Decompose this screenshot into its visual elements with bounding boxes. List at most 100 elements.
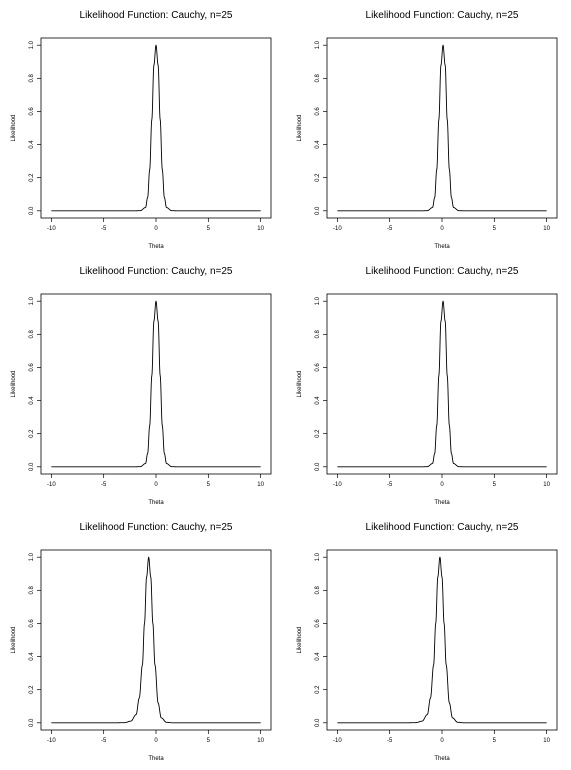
likelihood-curve: [337, 300, 547, 468]
x-tick-label: 0: [440, 738, 444, 744]
x-axis-label: Theta: [434, 244, 450, 250]
x-tick-label: -5: [387, 226, 393, 232]
plot-frame: [40, 293, 272, 475]
chart-title: Likelihood Function: Cauchy, n=25: [80, 266, 233, 277]
x-tick-label: 5: [493, 482, 497, 488]
chart-title: Likelihood Function: Cauchy, n=25: [366, 10, 519, 21]
y-tick-label: 1.0: [315, 296, 321, 305]
y-tick-label: 0.0: [315, 718, 321, 727]
y-axis-label: Likelihood: [297, 114, 303, 141]
y-tick-label: 0.6: [29, 107, 35, 116]
likelihood-curve: [51, 300, 261, 468]
y-axis-label: Likelihood: [297, 626, 303, 653]
chart-title: Likelihood Function: Cauchy, n=25: [366, 266, 519, 277]
y-tick-label: 0.4: [315, 140, 321, 149]
y-tick-label: 0.8: [29, 329, 35, 338]
y-tick-label: 0.0: [29, 718, 35, 727]
chart-panel-2: Likelihood Function: Cauchy, n=25 -10 -5 0 5…: [297, 10, 558, 250]
x-tick-label: 5: [207, 226, 211, 232]
y-axis-label: Likelihood: [11, 114, 17, 141]
x-tick-label: -5: [101, 738, 107, 744]
x-tick-label: 10: [543, 226, 550, 232]
x-axis-label: Theta: [434, 756, 450, 762]
x-tick-label: 10: [257, 482, 264, 488]
y-tick-label: 1.0: [315, 552, 321, 561]
y-tick-label: 0.8: [315, 585, 321, 594]
x-tick-label: -10: [333, 226, 342, 232]
x-tick-label: -5: [387, 482, 393, 488]
plot-frame: [40, 549, 272, 731]
x-tick-label: 10: [543, 738, 550, 744]
chart-panel-6: Likelihood Function: Cauchy, n=25 -10 -5 0 5…: [297, 522, 558, 762]
x-axis-label: Theta: [148, 244, 164, 250]
y-tick-label: 0.0: [29, 206, 35, 215]
plot-frame: [40, 37, 272, 219]
x-tick-label: 5: [493, 738, 497, 744]
x-tick-label: -10: [47, 226, 56, 232]
y-tick-label: 0.4: [315, 652, 321, 661]
y-tick-label: 1.0: [29, 552, 35, 561]
y-tick-label: 0.8: [315, 329, 321, 338]
likelihood-curve: [51, 556, 261, 724]
y-tick-label: 1.0: [29, 40, 35, 49]
y-tick-label: 0.8: [315, 73, 321, 82]
y-axis-label: Likelihood: [11, 370, 17, 397]
y-tick-label: 1.0: [315, 40, 321, 49]
y-tick-label: 0.2: [29, 429, 35, 438]
y-tick-label: 0.4: [29, 652, 35, 661]
y-axis-label: Likelihood: [11, 626, 17, 653]
y-tick-label: 0.6: [315, 619, 321, 628]
x-axis-label: Theta: [148, 756, 164, 762]
y-tick-label: 0.2: [29, 685, 35, 694]
chart-panel-3: Likelihood Function: Cauchy, n=25 -10 -5 0 5…: [11, 266, 272, 506]
x-axis-label: Theta: [148, 500, 164, 506]
y-axis-label: Likelihood: [297, 370, 303, 397]
x-tick-label: 0: [154, 482, 158, 488]
y-tick-label: 0.2: [315, 173, 321, 182]
likelihood-curve: [51, 44, 261, 212]
x-tick-label: -10: [333, 482, 342, 488]
x-tick-label: -10: [333, 738, 342, 744]
x-tick-label: 5: [207, 738, 211, 744]
y-tick-label: 0.2: [315, 685, 321, 694]
chart-panel-1: Likelihood Function: Cauchy, n=25 -10 -5 0 5…: [11, 10, 272, 250]
plot-frame: [326, 293, 558, 475]
x-tick-label: 5: [493, 226, 497, 232]
x-tick-label: 10: [543, 482, 550, 488]
y-tick-label: 0.6: [29, 363, 35, 372]
likelihood-curve: [337, 556, 547, 724]
x-tick-label: -10: [47, 738, 56, 744]
y-tick-label: 0.4: [29, 396, 35, 405]
chart-title: Likelihood Function: Cauchy, n=25: [80, 10, 233, 21]
y-tick-label: 0.4: [29, 140, 35, 149]
x-tick-label: -10: [47, 482, 56, 488]
x-tick-label: 0: [154, 226, 158, 232]
y-tick-label: 0.6: [29, 619, 35, 628]
y-tick-label: 0.6: [315, 107, 321, 116]
x-tick-label: 10: [257, 226, 264, 232]
x-tick-label: -5: [387, 738, 393, 744]
y-tick-label: 0.2: [29, 173, 35, 182]
plot-frame: [326, 37, 558, 219]
y-tick-label: 0.2: [315, 429, 321, 438]
y-tick-label: 0.6: [315, 363, 321, 372]
x-tick-label: -5: [101, 226, 107, 232]
y-tick-label: 0.0: [29, 462, 35, 471]
y-tick-label: 0.0: [315, 462, 321, 471]
y-tick-label: 0.8: [29, 585, 35, 594]
y-tick-label: 1.0: [29, 296, 35, 305]
x-tick-label: -5: [101, 482, 107, 488]
chart-title: Likelihood Function: Cauchy, n=25: [80, 522, 233, 533]
y-tick-label: 0.4: [315, 396, 321, 405]
x-tick-label: 0: [154, 738, 158, 744]
likelihood-curve: [337, 44, 547, 212]
x-tick-label: 5: [207, 482, 211, 488]
x-tick-label: 10: [257, 738, 264, 744]
x-tick-label: 0: [440, 482, 444, 488]
y-tick-label: 0.8: [29, 73, 35, 82]
chart-title: Likelihood Function: Cauchy, n=25: [366, 522, 519, 533]
x-tick-label: 0: [440, 226, 444, 232]
chart-panel-4: Likelihood Function: Cauchy, n=25 -10 -5 0 5…: [297, 266, 558, 506]
